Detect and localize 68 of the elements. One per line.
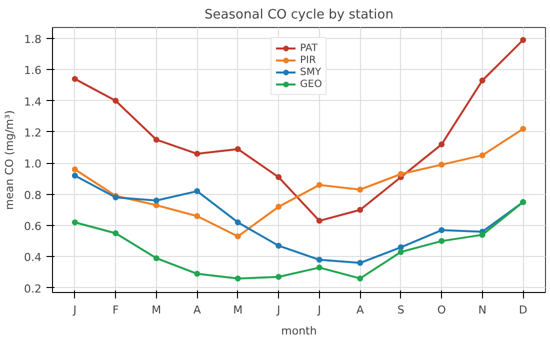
point (357, 260, 364, 266)
x-axis-title: month (281, 324, 317, 338)
point (479, 78, 486, 84)
x-tick-label: J (276, 304, 280, 316)
point (234, 275, 241, 282)
x-tick-label: J (72, 304, 77, 316)
point (316, 218, 322, 224)
point (234, 146, 241, 152)
point (276, 274, 282, 280)
y-tick-label: 1.0 (24, 158, 42, 171)
point (357, 275, 364, 282)
x-tick-label: A (356, 304, 364, 316)
y-tick-label: 0.6 (24, 220, 42, 233)
point (194, 213, 200, 220)
chart-title: Seasonal CO cycle by station (204, 8, 394, 22)
legend-label: GEO (300, 78, 322, 90)
point (316, 264, 322, 271)
y-tick-label: 1.2 (24, 126, 42, 140)
point (72, 166, 78, 172)
point (520, 36, 526, 43)
y-tick-label: 1.8 (24, 32, 42, 46)
point (316, 182, 322, 188)
x-tick-label: M (233, 304, 243, 316)
point (153, 136, 160, 143)
point (194, 188, 200, 194)
x-tick-label: J (316, 304, 321, 316)
x-tick-label: A (193, 304, 202, 316)
legend-label: PAT (300, 42, 319, 54)
y-tick-label: 0.2 (24, 282, 42, 296)
point (276, 242, 282, 249)
point (72, 172, 78, 179)
point (72, 219, 78, 226)
point (234, 219, 241, 226)
point (194, 270, 200, 277)
point (153, 255, 160, 262)
point (234, 233, 241, 240)
y-tick-label: 1.6 (24, 64, 42, 78)
point (112, 98, 119, 104)
y-tick-label: 1.4 (24, 95, 42, 108)
legend-label: PIR (300, 54, 317, 66)
point (276, 174, 282, 180)
point (479, 152, 486, 158)
point (398, 248, 404, 255)
point (357, 206, 364, 213)
point (72, 76, 78, 82)
x-tick-label: N (478, 304, 486, 316)
x-tick-label: F (112, 304, 119, 316)
x-tick-label: D (518, 304, 528, 316)
point (112, 230, 119, 236)
point (194, 150, 200, 157)
y-axis-title: mean CO (mg/m³) (3, 110, 16, 210)
point (398, 171, 404, 178)
x-tick-label: O (437, 304, 446, 316)
legend-label: SMY (300, 66, 322, 78)
point (479, 232, 486, 238)
point (438, 141, 445, 148)
point (520, 126, 526, 132)
point (316, 256, 322, 263)
y-tick-label: 0.4 (24, 251, 42, 264)
point (357, 186, 364, 193)
point (438, 162, 445, 168)
x-tick-label: S (397, 304, 404, 316)
point (438, 227, 445, 234)
point (153, 198, 160, 204)
point (438, 238, 445, 244)
x-tick-label: M (152, 304, 162, 316)
y-tick-label: 0.8 (24, 188, 42, 202)
point (276, 204, 282, 210)
